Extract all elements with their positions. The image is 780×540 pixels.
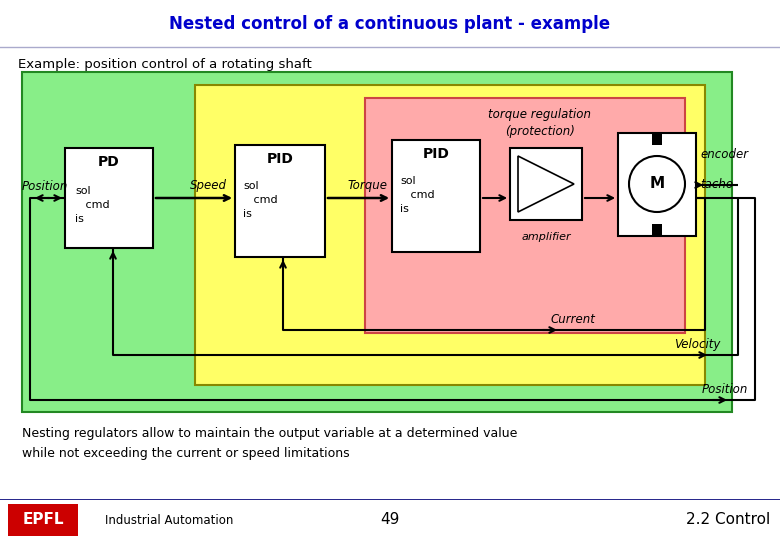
Text: tacho: tacho <box>700 179 733 192</box>
Text: sol
   cmd
is: sol cmd is <box>243 181 278 219</box>
Text: 49: 49 <box>381 512 399 528</box>
Text: encoder: encoder <box>700 148 748 161</box>
Text: Nesting regulators allow to maintain the output variable at a determined value: Nesting regulators allow to maintain the… <box>22 427 517 440</box>
Text: PID: PID <box>423 147 449 161</box>
Text: sol
   cmd
is: sol cmd is <box>75 186 110 224</box>
Text: Example: position control of a rotating shaft: Example: position control of a rotating … <box>18 58 312 71</box>
Bar <box>510 148 582 220</box>
Text: EPFL: EPFL <box>23 512 64 528</box>
Text: Torque: Torque <box>347 179 387 192</box>
Bar <box>652 133 662 145</box>
Text: Position: Position <box>22 180 69 193</box>
Text: sol
   cmd
is: sol cmd is <box>400 176 434 214</box>
Bar <box>8 504 78 536</box>
Bar <box>652 224 662 236</box>
Text: Nested control of a continuous plant - example: Nested control of a continuous plant - e… <box>169 15 611 33</box>
Bar <box>618 133 696 236</box>
Bar <box>235 145 325 257</box>
Bar <box>365 98 685 333</box>
Text: Current: Current <box>550 313 595 326</box>
Text: while not exceeding the current or speed limitations: while not exceeding the current or speed… <box>22 447 349 460</box>
Bar <box>65 148 153 248</box>
Text: Speed: Speed <box>190 179 227 192</box>
Bar <box>0 500 780 540</box>
Text: 2.2 Control: 2.2 Control <box>686 512 770 528</box>
Bar <box>22 72 732 412</box>
Text: Industrial Automation: Industrial Automation <box>105 514 233 526</box>
Text: Position: Position <box>702 383 748 396</box>
Text: M: M <box>650 177 665 192</box>
Text: PD: PD <box>98 155 120 169</box>
Bar <box>195 85 705 385</box>
Bar <box>392 140 480 252</box>
Circle shape <box>629 156 685 212</box>
Text: amplifier: amplifier <box>521 232 571 242</box>
Text: torque regulation
(protection): torque regulation (protection) <box>488 108 591 138</box>
Text: PID: PID <box>267 152 293 166</box>
Bar <box>0 0 780 47</box>
Polygon shape <box>518 156 574 212</box>
Text: Velocity: Velocity <box>674 338 720 351</box>
